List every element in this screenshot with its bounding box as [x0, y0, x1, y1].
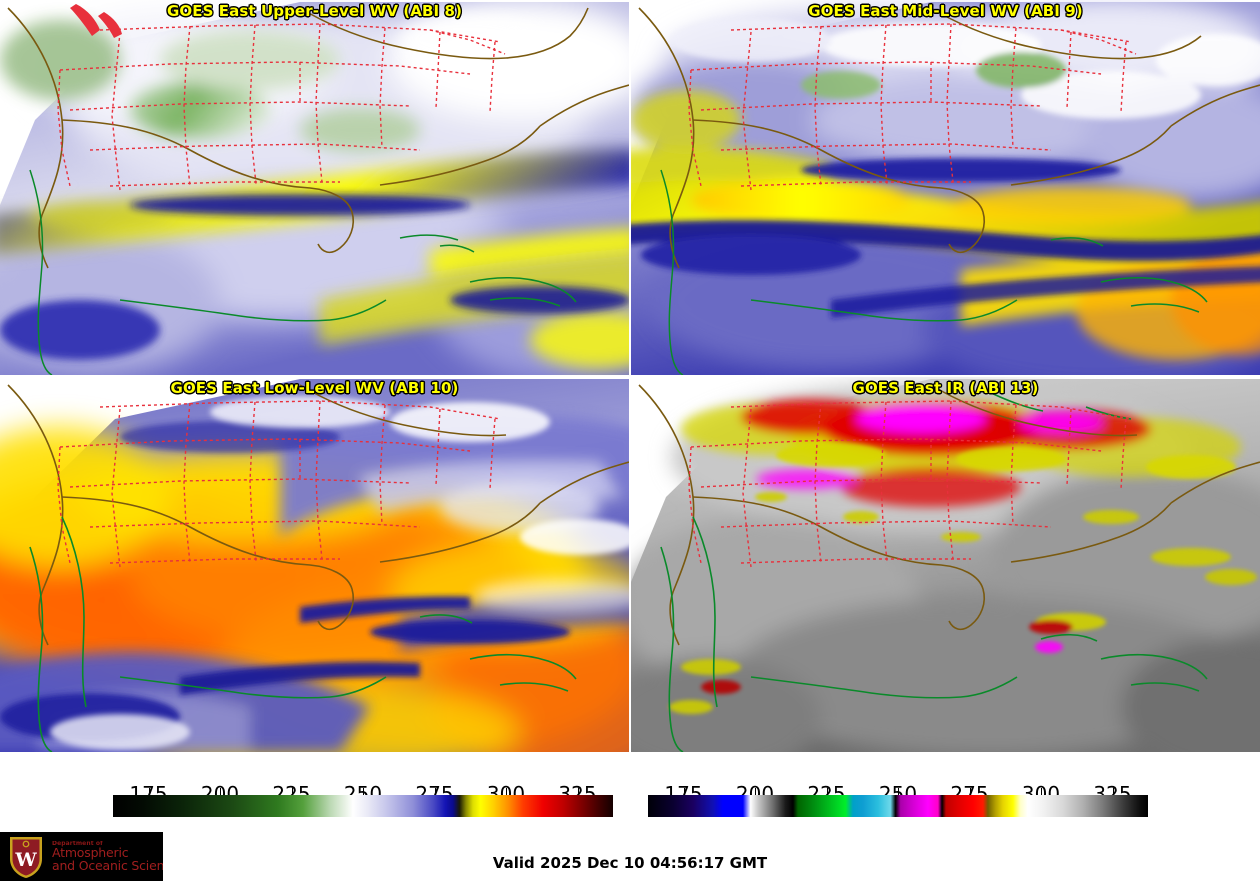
uw-logo-line-1: Atmospheric: [52, 844, 129, 860]
valid-time-label: Valid 2025 Dec 10 04:56:17 GMT: [492, 854, 768, 872]
panel-upper-level-wv-image: [0, 0, 629, 375]
colorbar-wv-gradient: [113, 795, 613, 817]
satellite-panel-grid: GOES East Upper-Level WV (ABI 8): [0, 0, 1260, 752]
colorbar-wv-ticks: [113, 788, 613, 795]
panel-low-level-wv[interactable]: GOES East Low-Level WV (ABI 10): [0, 377, 629, 752]
uw-logo-line-2: and Oceanic Sciences: [52, 857, 163, 873]
uw-aos-logo[interactable]: W Department of Atmospheric and Oceanic …: [0, 832, 163, 881]
panel-mid-level-wv[interactable]: GOES East Mid-Level WV (ABI 9): [631, 0, 1260, 375]
colorbar-wv-tick-labels: 175 200 225 250 275 300 325: [113, 760, 613, 806]
panel-mid-level-wv-image: [631, 0, 1260, 375]
colorbar-water-vapor[interactable]: 175 200 225 250 275 300 325: [113, 760, 613, 842]
panel-ir[interactable]: GOES East IR (ABI 13): [631, 377, 1260, 752]
uw-logo-department: Department of: [52, 840, 103, 847]
colorbar-infrared[interactable]: 175 200 225 250 275 300 325: [648, 760, 1148, 842]
colorbar-ir-ticks: [648, 788, 1148, 795]
footer: W Department of Atmospheric and Oceanic …: [0, 832, 1260, 881]
colorbar-ir-gradient: [648, 795, 1148, 817]
panel-low-level-wv-image: [0, 377, 629, 752]
panel-ir-image: [631, 377, 1260, 752]
svg-text:W: W: [14, 849, 37, 871]
uw-logo-text: Department of Atmospheric and Oceanic Sc…: [52, 841, 163, 873]
uw-crest-icon: W: [6, 835, 46, 879]
colorbar-ir-tick-labels: 175 200 225 250 275 300 325: [648, 760, 1148, 806]
colorbar-area: 175 200 225 250 275 300 325 175 200 225 …: [0, 760, 1260, 842]
panel-upper-level-wv[interactable]: GOES East Upper-Level WV (ABI 8): [0, 0, 629, 375]
